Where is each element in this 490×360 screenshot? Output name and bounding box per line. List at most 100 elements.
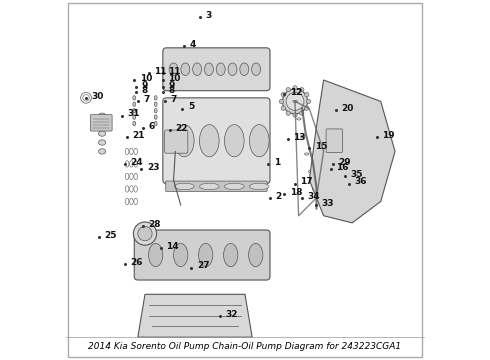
Ellipse shape bbox=[305, 93, 309, 97]
FancyBboxPatch shape bbox=[163, 98, 270, 184]
Ellipse shape bbox=[174, 183, 194, 190]
Ellipse shape bbox=[98, 149, 106, 154]
Ellipse shape bbox=[198, 243, 213, 267]
Ellipse shape bbox=[249, 183, 269, 190]
Ellipse shape bbox=[224, 183, 244, 190]
Text: 9: 9 bbox=[142, 81, 148, 90]
Text: 8: 8 bbox=[142, 86, 147, 95]
Ellipse shape bbox=[154, 109, 157, 113]
Text: 12: 12 bbox=[290, 88, 302, 97]
Text: 20: 20 bbox=[342, 104, 354, 113]
Ellipse shape bbox=[133, 96, 136, 100]
Ellipse shape bbox=[300, 87, 304, 92]
Ellipse shape bbox=[283, 89, 308, 114]
Text: 9: 9 bbox=[168, 81, 174, 90]
Polygon shape bbox=[309, 80, 395, 223]
Text: 11: 11 bbox=[154, 67, 167, 76]
Text: 28: 28 bbox=[148, 220, 161, 229]
Ellipse shape bbox=[281, 93, 285, 97]
Text: 10: 10 bbox=[168, 74, 181, 83]
Polygon shape bbox=[138, 294, 252, 337]
Ellipse shape bbox=[240, 63, 249, 76]
Text: 15: 15 bbox=[315, 141, 327, 150]
Text: 8: 8 bbox=[168, 86, 174, 95]
Ellipse shape bbox=[286, 111, 291, 115]
Ellipse shape bbox=[138, 226, 152, 241]
Ellipse shape bbox=[98, 113, 106, 118]
Ellipse shape bbox=[199, 183, 219, 190]
Ellipse shape bbox=[181, 63, 190, 76]
Ellipse shape bbox=[279, 99, 284, 104]
FancyBboxPatch shape bbox=[163, 48, 270, 91]
Ellipse shape bbox=[193, 63, 201, 76]
Ellipse shape bbox=[174, 125, 194, 157]
Ellipse shape bbox=[251, 63, 261, 76]
Text: 5: 5 bbox=[188, 102, 194, 111]
Ellipse shape bbox=[133, 102, 136, 107]
Text: 17: 17 bbox=[300, 177, 313, 186]
Ellipse shape bbox=[204, 63, 213, 76]
Text: 34: 34 bbox=[308, 192, 320, 201]
Text: 35: 35 bbox=[350, 170, 363, 179]
Ellipse shape bbox=[133, 109, 136, 113]
Ellipse shape bbox=[223, 243, 238, 267]
Ellipse shape bbox=[154, 96, 157, 100]
Ellipse shape bbox=[248, 243, 263, 267]
Ellipse shape bbox=[306, 99, 311, 104]
Text: 11: 11 bbox=[168, 67, 181, 76]
Ellipse shape bbox=[286, 87, 291, 92]
Text: 22: 22 bbox=[175, 124, 188, 133]
Ellipse shape bbox=[98, 140, 106, 145]
Text: 19: 19 bbox=[383, 131, 395, 140]
FancyBboxPatch shape bbox=[165, 130, 188, 153]
Ellipse shape bbox=[249, 125, 269, 157]
Text: 7: 7 bbox=[143, 95, 149, 104]
Ellipse shape bbox=[169, 63, 178, 76]
Text: 25: 25 bbox=[104, 231, 117, 240]
Text: 36: 36 bbox=[354, 177, 367, 186]
Ellipse shape bbox=[216, 63, 225, 76]
Ellipse shape bbox=[98, 131, 106, 136]
Text: 7: 7 bbox=[170, 95, 176, 104]
Text: 14: 14 bbox=[167, 242, 179, 251]
Text: 27: 27 bbox=[197, 261, 209, 270]
Ellipse shape bbox=[281, 106, 285, 111]
Ellipse shape bbox=[133, 115, 136, 119]
Text: 4: 4 bbox=[190, 40, 196, 49]
Ellipse shape bbox=[224, 125, 244, 157]
FancyBboxPatch shape bbox=[166, 181, 267, 192]
Text: 32: 32 bbox=[225, 310, 238, 319]
Text: 29: 29 bbox=[338, 158, 350, 167]
Text: 33: 33 bbox=[322, 199, 334, 208]
Ellipse shape bbox=[148, 243, 163, 267]
Ellipse shape bbox=[305, 106, 309, 111]
Ellipse shape bbox=[173, 243, 188, 267]
Text: 26: 26 bbox=[131, 258, 143, 267]
Text: 2014 Kia Sorento Oil Pump Chain-Oil Pump Diagram for 243223CGA1: 2014 Kia Sorento Oil Pump Chain-Oil Pump… bbox=[88, 342, 402, 351]
Ellipse shape bbox=[300, 111, 304, 115]
FancyBboxPatch shape bbox=[134, 230, 270, 280]
Text: 30: 30 bbox=[92, 91, 104, 100]
Text: 1: 1 bbox=[273, 158, 280, 167]
Text: 13: 13 bbox=[293, 132, 306, 141]
Ellipse shape bbox=[228, 63, 237, 76]
Text: 3: 3 bbox=[206, 11, 212, 20]
FancyBboxPatch shape bbox=[326, 129, 343, 153]
Ellipse shape bbox=[154, 102, 157, 107]
Ellipse shape bbox=[293, 86, 297, 90]
Ellipse shape bbox=[98, 122, 106, 127]
Ellipse shape bbox=[133, 222, 157, 245]
Text: 6: 6 bbox=[148, 122, 155, 131]
FancyBboxPatch shape bbox=[90, 114, 112, 131]
Text: 31: 31 bbox=[127, 109, 140, 118]
Ellipse shape bbox=[133, 121, 136, 126]
Ellipse shape bbox=[286, 93, 304, 111]
Text: 21: 21 bbox=[132, 131, 145, 140]
Ellipse shape bbox=[293, 113, 297, 117]
Text: 10: 10 bbox=[140, 74, 152, 83]
Text: 23: 23 bbox=[147, 163, 159, 172]
Text: 16: 16 bbox=[336, 163, 348, 172]
Ellipse shape bbox=[154, 115, 157, 119]
Text: 18: 18 bbox=[290, 188, 302, 197]
Ellipse shape bbox=[154, 121, 157, 126]
